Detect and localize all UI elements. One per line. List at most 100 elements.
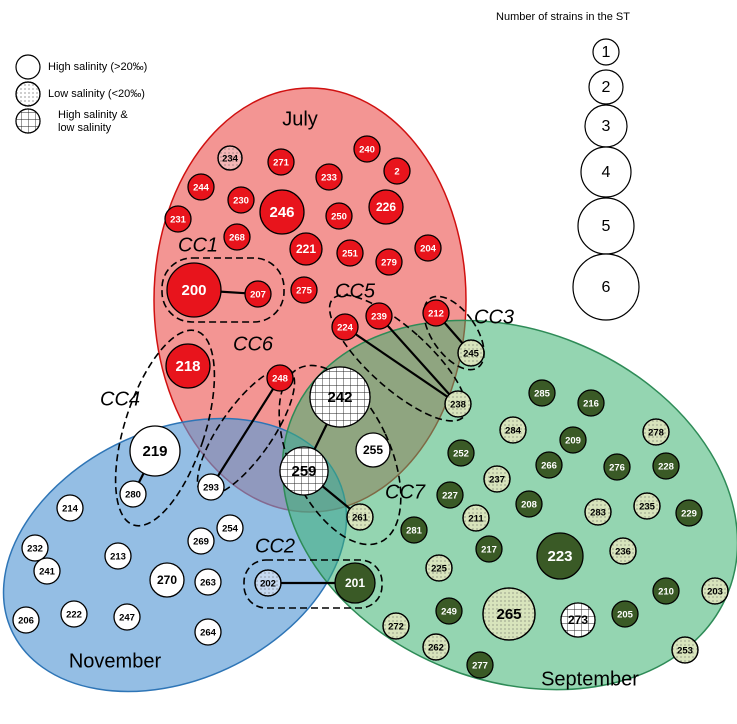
node	[227, 186, 255, 214]
node-label: 210	[658, 587, 674, 598]
node-label: 205	[617, 610, 634, 621]
cluster-label: CC7	[385, 481, 426, 503]
node-label: 264	[200, 628, 217, 639]
cluster-outline	[423, 295, 485, 371]
node-label: 208	[521, 500, 537, 511]
node-label: 269	[193, 537, 209, 548]
node-pattern	[309, 366, 371, 428]
node	[528, 379, 556, 407]
node-pattern	[671, 636, 699, 664]
node-label: 238	[450, 400, 466, 411]
size-label: 5	[602, 218, 611, 235]
node	[375, 248, 403, 276]
node-label: 271	[273, 158, 290, 169]
node	[652, 577, 680, 605]
node-label: 226	[376, 200, 396, 214]
node	[267, 148, 295, 176]
size-label: 2	[602, 79, 611, 96]
node-label: 216	[583, 399, 599, 410]
node	[603, 453, 631, 481]
node	[435, 597, 463, 625]
size-symbol	[588, 69, 624, 105]
node	[290, 276, 318, 304]
cluster-outline	[328, 294, 468, 422]
node	[197, 473, 225, 501]
node	[355, 432, 391, 468]
node-label: 218	[175, 358, 200, 375]
node-label: 268	[229, 233, 245, 244]
node-pattern	[499, 416, 527, 444]
node	[187, 173, 215, 201]
node-pattern	[642, 418, 670, 446]
legend-label: low salinity	[58, 122, 112, 134]
node-label: 241	[39, 567, 56, 578]
node-label: 273	[568, 613, 588, 627]
legend-symbol	[15, 54, 41, 80]
size-symbol	[580, 146, 632, 198]
edge	[378, 315, 459, 405]
node-label: 251	[342, 249, 359, 260]
node-label: 249	[441, 607, 457, 618]
node-label: 278	[648, 428, 664, 439]
size-label: 6	[602, 279, 611, 296]
node	[535, 451, 563, 479]
node-label: 248	[272, 374, 288, 385]
node	[259, 189, 305, 235]
node-label: 253	[677, 646, 693, 657]
node	[365, 302, 393, 330]
node-label: 206	[18, 616, 34, 627]
node-label: 279	[381, 258, 397, 269]
legend-label: High salinity (>20‰)	[48, 61, 147, 73]
node-label: 201	[345, 576, 365, 590]
node-label: 254	[222, 524, 239, 535]
node-pattern	[425, 554, 453, 582]
cluster-label: CC5	[335, 280, 376, 302]
node-pattern	[482, 587, 536, 641]
node-pattern	[462, 504, 490, 532]
node-label: 261	[352, 513, 369, 524]
node-label: 213	[110, 552, 126, 563]
node-label: 222	[66, 610, 82, 621]
node	[675, 499, 703, 527]
node-label: 235	[639, 502, 656, 513]
cluster-outline	[243, 559, 383, 609]
node	[194, 568, 222, 596]
node-label: 259	[291, 463, 316, 480]
node-label: 227	[442, 491, 458, 502]
node	[166, 262, 222, 318]
node-label: 276	[609, 463, 625, 474]
cluster-label: CC2	[255, 535, 295, 557]
node-pattern	[382, 612, 410, 640]
node	[515, 490, 543, 518]
node-label: 223	[547, 548, 572, 565]
node-label: 242	[327, 389, 352, 406]
node	[577, 389, 605, 417]
node	[334, 562, 376, 604]
node-label: 209	[565, 436, 581, 447]
node	[164, 205, 192, 233]
node	[559, 426, 587, 454]
node-label: 247	[119, 613, 135, 624]
node-label: 230	[233, 196, 249, 207]
month-label: November	[69, 650, 162, 672]
node-label: 200	[181, 282, 206, 299]
node-pattern	[279, 446, 329, 496]
node-label: 219	[142, 443, 167, 460]
size-label: 1	[602, 44, 611, 61]
size-legend-title: Number of strains in the ST	[496, 11, 630, 23]
node	[611, 600, 639, 628]
node-pattern	[560, 602, 596, 638]
node-label: 284	[505, 426, 522, 437]
node	[400, 516, 428, 544]
node-label: 250	[331, 212, 347, 223]
node-label: 2	[394, 167, 399, 178]
legend-label: Low salinity (<20‰)	[48, 88, 145, 100]
node-label: 237	[489, 475, 505, 486]
node-label: 255	[363, 443, 383, 457]
node-label: 214	[62, 504, 79, 515]
node	[315, 163, 343, 191]
node-label: 280	[125, 490, 141, 501]
node-label: 207	[250, 290, 266, 301]
